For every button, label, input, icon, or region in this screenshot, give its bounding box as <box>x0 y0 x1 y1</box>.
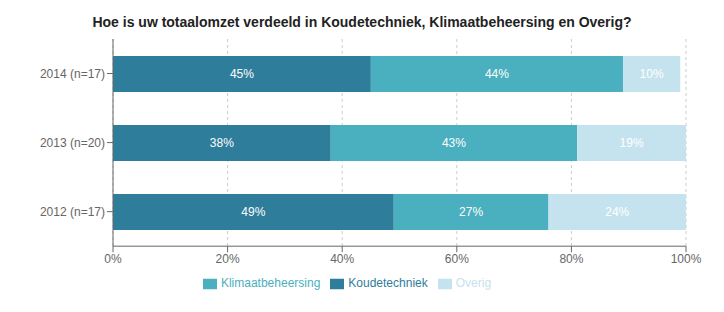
html-text:Overig: Overig <box>455 276 492 291</box>
html-text:Koudetechniek: Koudetechniek <box>348 276 428 291</box>
html-text:Hoe is uw totaalomzet verdeeld: Hoe is uw totaalomzet verdeeld in Koudet… <box>92 14 632 30</box>
svg-text:80%: 80% <box>559 252 583 266</box>
svg-text:60%: 60% <box>445 252 469 266</box>
svg-text:38%: 38% <box>210 136 234 150</box>
svg-text:40%: 40% <box>330 252 354 266</box>
svg-text:44%: 44% <box>485 67 509 81</box>
svg-text:20%: 20% <box>216 252 240 266</box>
svg-text:2013 (n=20): 2013 (n=20) <box>40 136 105 150</box>
svg-text:43%: 43% <box>442 136 466 150</box>
svg-text:10%: 10% <box>640 67 664 81</box>
svg-text:100%: 100% <box>671 252 702 266</box>
svg-text:2014 (n=17): 2014 (n=17) <box>40 67 105 81</box>
svg-text:27%: 27% <box>459 205 483 219</box>
svg-text:49%: 49% <box>241 205 265 219</box>
svg-text:0%: 0% <box>104 252 122 266</box>
svg-text:24%: 24% <box>605 205 629 219</box>
svg-text:45%: 45% <box>230 67 254 81</box>
html-text:Klimaatbeheersing: Klimaatbeheersing <box>220 276 321 291</box>
svg-text:2012 (n=17): 2012 (n=17) <box>40 205 105 219</box>
svg-text:19%: 19% <box>620 136 644 150</box>
